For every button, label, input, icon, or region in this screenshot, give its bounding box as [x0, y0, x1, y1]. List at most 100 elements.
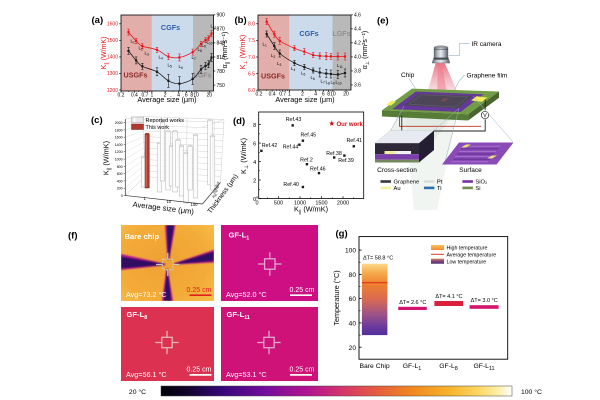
svg-text:Ref.42: Ref.42: [262, 143, 278, 149]
svg-text:L3: L3: [145, 51, 149, 57]
svg-text:L2: L2: [139, 46, 143, 52]
svg-text:1000: 1000: [115, 158, 123, 162]
svg-text:0: 0: [255, 201, 258, 207]
svg-text:Ref.39: Ref.39: [338, 158, 354, 164]
svg-text:1200: 1200: [107, 88, 118, 94]
svg-text:20: 20: [349, 345, 357, 352]
svg-text:10: 10: [166, 199, 171, 204]
svg-text:1800: 1800: [115, 128, 123, 132]
svg-text:Ref.46: Ref.46: [310, 167, 326, 173]
svg-text:Chip: Chip: [401, 72, 415, 79]
svg-text:(g): (g): [336, 228, 348, 239]
svg-text:800: 800: [117, 165, 123, 169]
svg-text:L5: L5: [168, 63, 172, 69]
svg-text:4.4: 4.4: [354, 27, 361, 33]
svg-text:7.0: 7.0: [248, 55, 255, 61]
svg-text:LGFs: LGFs: [332, 29, 350, 38]
svg-text:L11: L11: [337, 63, 343, 69]
svg-text:CGFs: CGFs: [161, 23, 180, 32]
svg-text:Low temperature: Low temperature: [447, 259, 487, 265]
svg-text:L11: L11: [211, 24, 217, 30]
svg-text:L4: L4: [291, 66, 295, 72]
svg-text:900: 900: [217, 13, 226, 19]
svg-text:Bare chip: Bare chip: [125, 232, 160, 241]
svg-text:L3: L3: [277, 61, 281, 67]
svg-text:2: 2: [253, 178, 256, 184]
svg-text:K⊥ (W/mK): K⊥ (W/mK): [240, 35, 249, 70]
svg-text:4: 4: [253, 160, 256, 166]
svg-text:600: 600: [117, 172, 123, 176]
svg-text:L8: L8: [326, 80, 330, 86]
svg-text:(d): (d): [233, 116, 245, 127]
svg-text:ΔT= 4.1 °C: ΔT= 4.1 °C: [435, 294, 462, 300]
svg-text:1000: 1000: [294, 201, 306, 207]
svg-text:100 °C: 100 °C: [521, 388, 542, 396]
svg-text:USGFs: USGFs: [124, 71, 148, 80]
svg-text:60: 60: [349, 296, 357, 303]
svg-text:3.6: 3.6: [354, 83, 361, 89]
svg-text:K∥ (W/mK): K∥ (W/mK): [102, 141, 113, 175]
svg-text:4.2: 4.2: [354, 41, 361, 47]
svg-text:Graphene film: Graphene film: [467, 73, 508, 80]
svg-text:2000: 2000: [337, 201, 349, 207]
svg-text:ΔT= 2.6 °C: ΔT= 2.6 °C: [399, 300, 426, 306]
svg-text:100: 100: [191, 202, 199, 207]
svg-text:10: 10: [193, 92, 199, 98]
svg-text:Temperature (°C): Temperature (°C): [332, 270, 341, 325]
svg-text:8: 8: [190, 92, 193, 98]
svg-text:0.7: 0.7: [279, 91, 286, 97]
svg-text:2000: 2000: [115, 121, 123, 125]
svg-text:200: 200: [211, 193, 218, 200]
svg-text:0: 0: [216, 180, 220, 184]
svg-text:USGFs: USGFs: [261, 72, 285, 81]
svg-text:Average temperature: Average temperature: [447, 252, 497, 258]
svg-text:0.25 cm: 0.25 cm: [290, 367, 315, 374]
svg-text:6.5: 6.5: [248, 71, 255, 77]
svg-text:840: 840: [217, 41, 226, 47]
svg-text:(a): (a): [92, 15, 104, 26]
svg-text:L7: L7: [192, 55, 196, 61]
svg-text:L1: L1: [263, 42, 267, 48]
svg-text:80: 80: [349, 272, 357, 279]
svg-text:10: 10: [330, 91, 336, 97]
svg-text:Ref.40: Ref.40: [283, 182, 299, 188]
svg-text:K⊥ (W/mK): K⊥ (W/mK): [239, 138, 250, 174]
svg-text:Average size (μm): Average size (μm): [275, 95, 334, 104]
svg-text:L10: L10: [336, 80, 342, 86]
svg-text:(e): (e): [377, 16, 389, 27]
svg-text:1500: 1500: [315, 201, 327, 207]
svg-text:Avg=56.1 °C: Avg=56.1 °C: [126, 370, 167, 379]
svg-text:Avg=52.0 °C: Avg=52.0 °C: [226, 290, 267, 299]
svg-text:ΔT= 3.0 °C: ΔT= 3.0 °C: [471, 298, 498, 304]
svg-text:L9: L9: [202, 43, 206, 49]
svg-text:100: 100: [213, 185, 220, 192]
svg-text:V: V: [483, 113, 487, 119]
svg-text:750: 750: [217, 83, 226, 89]
svg-text:4: 4: [314, 91, 317, 97]
svg-text:810: 810: [217, 55, 226, 61]
svg-text:Ti: Ti: [437, 186, 442, 192]
svg-text:K∥ (W/mK): K∥ (W/mK): [294, 205, 328, 216]
svg-text:20: 20: [343, 91, 349, 97]
svg-text:0.7: 0.7: [142, 92, 149, 98]
svg-text:α⊥ (mm²s⁻¹): α⊥ (mm²s⁻¹): [362, 31, 371, 70]
svg-text:Surface: Surface: [459, 167, 482, 174]
svg-text:L8: L8: [198, 47, 202, 53]
svg-text:High temperature: High temperature: [447, 246, 488, 252]
svg-text:Ref.43: Ref.43: [286, 117, 302, 123]
svg-text:SiO₂: SiO₂: [475, 179, 487, 185]
svg-text:1: 1: [144, 196, 147, 201]
svg-text:4.0: 4.0: [354, 55, 361, 61]
svg-text:L4: L4: [159, 55, 163, 61]
svg-text:Au: Au: [394, 186, 401, 192]
svg-text:K∥ (W/mK): K∥ (W/mK): [101, 37, 110, 70]
svg-text:Graphene: Graphene: [394, 179, 420, 185]
svg-text:6.0: 6.0: [248, 88, 255, 94]
svg-text:L6: L6: [179, 64, 183, 70]
svg-text:780: 780: [217, 69, 226, 75]
svg-text:GF-L1: GF-L1: [229, 231, 250, 242]
svg-text:L7: L7: [321, 79, 325, 85]
svg-text:6: 6: [253, 142, 256, 148]
svg-text:0: 0: [121, 194, 123, 198]
svg-text:4: 4: [177, 92, 180, 98]
